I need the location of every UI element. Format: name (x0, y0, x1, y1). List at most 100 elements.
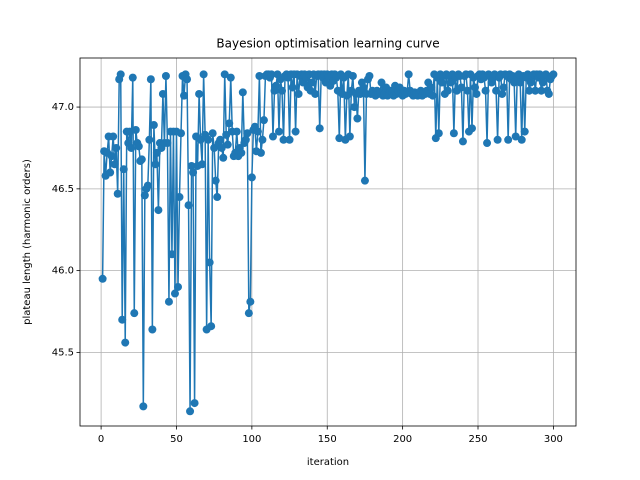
data-point (116, 70, 125, 79)
data-point (437, 78, 446, 87)
data-point (267, 70, 276, 79)
data-point (189, 168, 198, 177)
data-point (226, 73, 235, 82)
data-point (161, 71, 170, 80)
data-point (467, 124, 476, 133)
x-tick-label: 50 (170, 434, 183, 445)
data-point (130, 309, 139, 318)
data-point (241, 135, 250, 144)
data-point (246, 297, 255, 306)
data-point (213, 193, 222, 202)
data-point (177, 129, 186, 138)
data-point (109, 132, 118, 141)
data-point (256, 148, 265, 157)
data-point (315, 124, 324, 133)
data-point (187, 161, 196, 170)
data-point (225, 119, 234, 128)
data-point (113, 189, 122, 198)
data-point (538, 78, 547, 87)
data-point (549, 70, 558, 79)
data-point (457, 83, 466, 92)
data-point (118, 315, 127, 324)
data-point (291, 127, 300, 136)
data-point (481, 86, 490, 95)
data-point (128, 73, 137, 82)
data-point (173, 282, 182, 291)
data-point (186, 407, 195, 416)
data-point (143, 181, 152, 190)
data-point (98, 274, 107, 283)
data-point (275, 127, 284, 136)
data-point (121, 338, 130, 347)
data-point (164, 297, 173, 306)
data-point (499, 83, 508, 92)
data-point (345, 132, 354, 141)
data-point (517, 135, 526, 144)
data-point (244, 309, 253, 318)
data-point (107, 152, 116, 161)
data-point (216, 135, 225, 144)
data-point (154, 206, 163, 215)
data-point (544, 89, 553, 98)
data-point (190, 399, 199, 408)
x-tick-label: 250 (468, 434, 487, 445)
data-point (311, 89, 320, 98)
data-point (525, 86, 534, 95)
y-tick-label: 46.0 (52, 266, 74, 277)
y-axis-label: plateau length (harmonic orders) (22, 159, 33, 325)
data-point (253, 127, 262, 136)
data-point (365, 71, 374, 80)
data-point (271, 81, 280, 90)
data-point (238, 88, 247, 97)
data-point (183, 75, 192, 84)
plot (98, 70, 558, 416)
data-point (492, 86, 501, 95)
data-point (151, 160, 160, 169)
x-tick-label: 100 (242, 434, 261, 445)
data-point (294, 89, 303, 98)
data-point (493, 135, 502, 144)
chart-title: Bayesion optimisation learning curve (216, 37, 439, 51)
data-point (223, 140, 232, 149)
data-point (258, 135, 267, 144)
data-point (139, 402, 148, 411)
data-point (208, 129, 217, 138)
data-point (119, 165, 128, 174)
data-point (308, 78, 317, 87)
axes-frame (79, 57, 577, 427)
data-point (350, 103, 359, 112)
data-point (504, 135, 513, 144)
data-point (470, 83, 479, 92)
data-point (148, 325, 157, 334)
data-point (112, 143, 121, 152)
y-tick-label: 46.5 (52, 184, 74, 195)
data-point (243, 129, 252, 138)
data-point (125, 127, 134, 136)
data-point (458, 137, 467, 146)
grid (80, 58, 576, 426)
data-point (140, 191, 149, 200)
data-point (222, 130, 231, 139)
data-point (360, 176, 369, 185)
y-tick-label: 47.0 (52, 102, 74, 113)
data-point (232, 127, 241, 136)
data-point (526, 78, 535, 87)
data-point (356, 89, 365, 98)
y-tick-label: 45.5 (52, 347, 74, 358)
x-tick-label: 0 (98, 434, 104, 445)
x-tick-label: 150 (318, 434, 337, 445)
data-point (247, 173, 256, 182)
data-point (434, 129, 443, 138)
data-point (335, 134, 344, 143)
data-point (285, 135, 294, 144)
data-point (211, 176, 220, 185)
data-point (204, 135, 213, 144)
data-point (463, 86, 472, 95)
data-point (145, 135, 154, 144)
data-point (511, 132, 520, 141)
data-point (443, 86, 452, 95)
data-point (217, 143, 226, 152)
data-point (259, 116, 268, 125)
